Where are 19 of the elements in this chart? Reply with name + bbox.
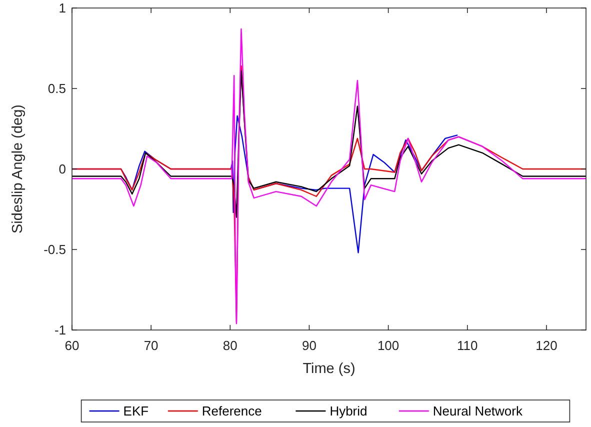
legend-label: Hybrid (330, 404, 368, 418)
legend-label: Neural Network (432, 404, 523, 418)
y-tick-label: 1 (58, 0, 66, 16)
x-axis-title: Time (s) (302, 361, 356, 377)
x-tick-label: 60 (64, 338, 80, 353)
x-tick-label: 70 (144, 338, 158, 353)
y-axis-title: Sideslip Angle (deg) (10, 104, 26, 234)
y-tick-label: -0.5 (44, 242, 66, 257)
x-tick-label: 90 (302, 338, 316, 353)
x-tick-label: 80 (222, 338, 238, 353)
x-tick-label: 120 (536, 338, 558, 353)
legend-label: Reference (202, 404, 262, 418)
line-series (72, 70, 586, 218)
y-tick-label: 0.5 (48, 81, 66, 96)
x-tick-label: 100 (377, 338, 400, 353)
x-tick-label: 110 (457, 338, 478, 353)
legend-label: EKF (123, 404, 149, 418)
y-tick-label: 0 (58, 162, 66, 176)
y-tick-label: -1 (54, 322, 66, 338)
